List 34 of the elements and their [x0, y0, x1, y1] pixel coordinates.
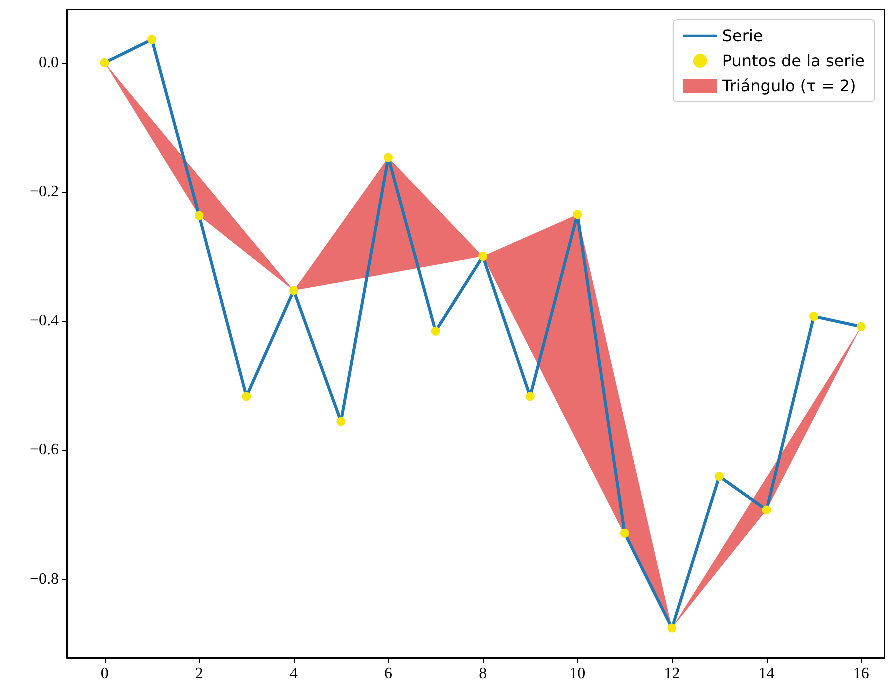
point [384, 153, 394, 162]
y-tick-label: −0.2 [30, 184, 59, 201]
point [762, 506, 772, 515]
x-tick-label: 12 [664, 666, 680, 682]
point [289, 286, 298, 296]
point [431, 326, 440, 336]
point [573, 210, 582, 220]
point [336, 417, 346, 426]
point [668, 624, 677, 633]
point [810, 312, 819, 322]
x-tick-label: 16 [853, 666, 870, 682]
x-tick-label: 8 [479, 666, 488, 682]
point [526, 392, 535, 402]
legend-label: Triángulo (τ = 2) [721, 76, 856, 96]
x-tick-label: 14 [758, 666, 775, 682]
point [100, 58, 110, 68]
y-tick-label: 0.0 [39, 54, 59, 72]
point [715, 472, 724, 482]
legend-label: Serie [722, 26, 764, 46]
point [620, 528, 630, 538]
y-tick-label: −0.4 [30, 312, 59, 330]
point [194, 211, 204, 220]
y-tick-label: −0.8 [30, 570, 59, 588]
point [242, 392, 252, 402]
point [148, 35, 157, 44]
x-tick-label: 0 [100, 666, 109, 682]
x-tick-label: 4 [290, 666, 298, 682]
point [478, 252, 488, 262]
point [856, 322, 866, 332]
x-tick-label: 2 [195, 666, 204, 682]
legend-label: Puntos de la serie [722, 52, 866, 70]
x-tick-label: 6 [384, 666, 393, 682]
y-tick-label: −0.6 [30, 442, 59, 459]
x-tick-label: 10 [570, 666, 586, 682]
